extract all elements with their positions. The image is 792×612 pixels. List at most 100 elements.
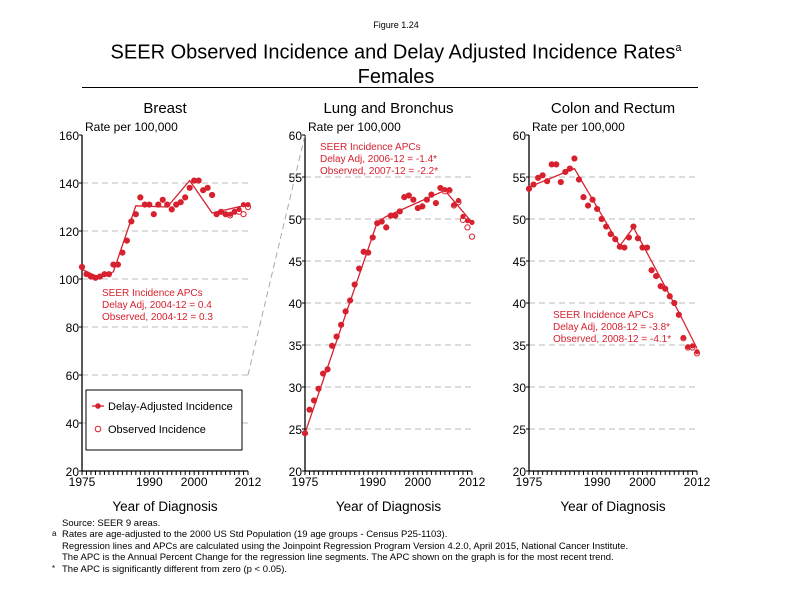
delay-adjusted-point (653, 273, 659, 279)
delay-adjusted-point (347, 297, 353, 304)
delay-adjusted-point (567, 166, 573, 172)
delay-adjusted-point (406, 192, 412, 199)
y-tick-label: 60 (513, 129, 527, 143)
delay-adjusted-point (245, 202, 251, 208)
delay-adjusted-point (196, 178, 202, 184)
delay-adjusted-point (106, 271, 112, 277)
y-tick-label: 50 (289, 213, 303, 227)
delay-adjusted-point (433, 200, 439, 206)
delay-adjusted-point (397, 208, 403, 215)
legend-observed-label: Observed Incidence (108, 424, 206, 436)
delay-adjusted-point (115, 262, 121, 268)
chart-title: SEER Observed Incidence and Delay Adjust… (0, 36, 792, 89)
x-tick-label: 2000 (629, 475, 656, 489)
x-tick-label: 2012 (684, 475, 711, 489)
delay-adjusted-point (119, 250, 125, 256)
delay-adjusted-point (356, 265, 362, 272)
y-tick-label: 140 (59, 177, 79, 191)
y-tick-label: 40 (66, 417, 80, 431)
y-axis-label: Rate per 100,000 (532, 120, 625, 134)
delay-adjusted-point (676, 312, 682, 318)
y-tick-label: 30 (513, 381, 527, 395)
delay-adjusted-point (209, 192, 215, 198)
y-tick-label: 45 (513, 255, 527, 269)
delay-adjusted-point (79, 264, 85, 270)
panel-title: Breast (143, 100, 187, 117)
legend-box (85, 389, 243, 451)
delay-adjusted-point (218, 209, 224, 215)
delay-adjusted-point (437, 185, 444, 191)
delay-adjusted-point (680, 334, 686, 341)
delay-adjusted-point (526, 186, 532, 192)
delay-adjusted-point (83, 271, 90, 277)
apc-annotation: SEER Incidence APCs (102, 288, 203, 299)
y-tick-label: 50 (513, 213, 527, 227)
title-superscript: a (675, 42, 682, 54)
delay-adjusted-point (236, 206, 242, 212)
y-tick-label: 45 (289, 255, 303, 269)
delay-adjusted-point (124, 238, 130, 244)
y-tick-label: 55 (513, 171, 527, 185)
delay-adjusted-point (685, 344, 691, 350)
delay-adjusted-point (306, 407, 313, 413)
y-tick-label: 35 (289, 339, 303, 353)
x-tick-label: 1990 (136, 475, 163, 489)
delay-adjusted-point (549, 161, 555, 167)
delay-adjusted-point (410, 197, 416, 203)
delay-adjusted-point (222, 211, 229, 217)
delay-adjusted-point (182, 194, 188, 200)
delay-adjusted-point (311, 397, 317, 404)
delay-adjusted-point (101, 271, 108, 277)
apc-annotation: SEER Incidence APCs (320, 142, 421, 153)
legend-observed-marker (94, 425, 102, 433)
footnote-text: Source: SEER 9 areas. (62, 518, 161, 529)
x-tick-label: 1975 (516, 475, 543, 489)
delay-adjusted-point (455, 197, 462, 204)
delay-adjusted-point (544, 178, 550, 184)
delay-adjusted-point (451, 202, 457, 208)
delay-adjusted-point (401, 194, 407, 200)
delay-adjusted-point (428, 192, 434, 198)
delay-adjusted-point (155, 202, 161, 208)
footnote: * The APC is significantly different from… (52, 564, 628, 575)
apc-annotation: Observed, 2008-12 = -4.1* (553, 334, 671, 345)
delay-adjusted-point (419, 203, 425, 209)
delay-adjusted-point (540, 172, 546, 178)
apc-annotation: Delay Adj, 2008-12 = -3.8* (553, 322, 670, 333)
delay-adjusted-point (187, 185, 193, 191)
delay-adjusted-point (92, 275, 99, 281)
delay-adjusted-point (464, 218, 471, 224)
apc-annotation: Delay Adj, 2004-12 = 0.4 (102, 300, 212, 311)
delay-adjusted-point (160, 197, 166, 203)
delay-adjusted-point (667, 293, 673, 299)
x-axis-label: Year of Diagnosis (112, 499, 218, 514)
y-tick-label: 60 (289, 129, 303, 143)
delay-adjusted-point (370, 234, 376, 241)
observed-point (468, 233, 476, 240)
delay-adjusted-point (146, 202, 152, 208)
delay-adjusted-point (329, 343, 335, 349)
footnote: Regression lines and APCs are calculated… (52, 541, 628, 552)
delay-adjusted-point (133, 211, 139, 217)
y-tick-label: 30 (289, 381, 303, 395)
delay-adjusted-point (352, 281, 358, 288)
observed-point (240, 211, 247, 218)
delay-adjusted-point (227, 211, 233, 217)
delay-adjusted-point (338, 322, 344, 328)
delay-adjusted-point (142, 202, 148, 208)
delay-adjusted-point (621, 244, 627, 251)
footnote: Source: SEER 9 areas. (52, 518, 628, 529)
delay-adjusted-point (97, 274, 103, 280)
y-tick-label: 55 (289, 171, 303, 185)
apc-annotation: SEER Incidence APCs (553, 310, 654, 321)
delay-adjusted-point (589, 197, 596, 203)
delay-adjusted-point (128, 218, 134, 224)
delay-adjusted-point (644, 244, 650, 251)
delay-adjusted-point (333, 334, 340, 340)
y-tick-label: 60 (66, 369, 80, 383)
x-tick-label: 1990 (359, 475, 386, 489)
y-tick-label: 20 (66, 465, 80, 479)
delay-adjusted-point (630, 223, 637, 230)
delay-adjusted-point (200, 187, 206, 193)
delay-adjusted-point (626, 234, 632, 241)
